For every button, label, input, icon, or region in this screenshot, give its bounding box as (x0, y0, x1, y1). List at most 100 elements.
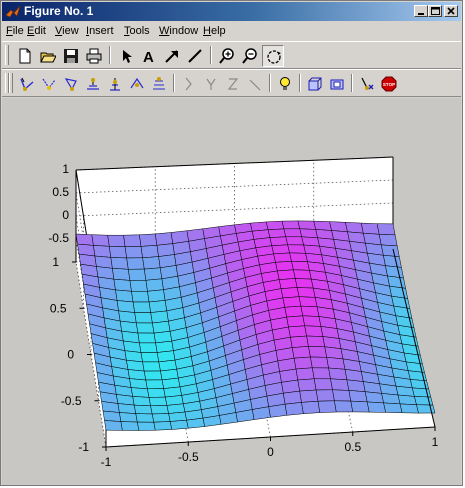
surface-patch (345, 222, 364, 234)
surface-patch (366, 401, 386, 413)
rotate-3d-button[interactable] (262, 45, 284, 67)
surface-patch (129, 378, 148, 390)
z-principal-axis-button[interactable] (222, 73, 244, 95)
surface-patch (265, 220, 285, 230)
open-file-button[interactable] (37, 45, 59, 67)
move-forward-back-button[interactable] (104, 73, 126, 95)
surface-patch (107, 234, 126, 247)
surface-patch (275, 261, 294, 272)
surface-patch (361, 222, 380, 235)
stop-camera-button[interactable]: STOP (378, 73, 400, 95)
z-axis-icon (227, 78, 239, 90)
surface-patch (120, 421, 140, 431)
diagonal-arrow-icon (165, 50, 178, 63)
y-tick-label: -0.5 (61, 394, 82, 408)
toolbar-grip[interactable] (5, 45, 9, 65)
orthographic-button[interactable] (326, 73, 348, 95)
menu-view[interactable]: View (55, 25, 79, 37)
surface-patch (297, 378, 317, 392)
rotate-3d-icon (267, 50, 281, 64)
menu-tools[interactable]: Tools (124, 25, 150, 37)
no-principal-axis-button[interactable] (244, 73, 266, 95)
surface-patch (168, 411, 187, 422)
surface-patch (278, 278, 298, 289)
zoom-in-button[interactable] (216, 45, 238, 67)
surface-plot[interactable]: -1 -0.5 0 0.5 1 -1 -0.5 0 0.5 1 -0.5 0 0.5 1 (2, 98, 461, 485)
orbit-light-button[interactable] (38, 73, 60, 95)
surface-patch (150, 310, 169, 324)
x-principal-axis-button[interactable] (178, 73, 200, 95)
surface-patch (306, 335, 326, 348)
surface-patch (280, 287, 300, 299)
text-a-icon: A (143, 49, 154, 64)
surface-patch (271, 244, 290, 255)
svg-text:A: A (143, 49, 154, 64)
move-camera-button[interactable] (126, 73, 148, 95)
menu-file[interactable]: File (6, 25, 24, 37)
surface-patch (397, 394, 417, 405)
surface-patch (289, 252, 308, 262)
figure-canvas[interactable]: -1 -0.5 0 0.5 1 -1 -0.5 0 0.5 1 -0.5 0 0.5 1 (2, 98, 461, 485)
menu-window[interactable]: Window (159, 25, 199, 37)
z-tick-label: -0.5 (48, 231, 69, 245)
surface-patch (315, 389, 335, 402)
zoom-out-button[interactable] (239, 45, 261, 67)
maximize-button[interactable] (428, 5, 442, 17)
menu-insert[interactable]: Insert (86, 25, 114, 37)
surface-patch (301, 236, 320, 247)
surface-patch (313, 220, 332, 231)
save-button[interactable] (60, 45, 82, 67)
surface-patch (140, 245, 159, 259)
surface-patch (328, 367, 348, 381)
surface-patch (330, 378, 350, 391)
y-principal-axis-button[interactable] (200, 73, 222, 95)
surface-patch (284, 402, 304, 416)
toggle-scene-light-button[interactable] (274, 73, 296, 95)
surface-patch (150, 405, 169, 415)
pan-tilt-button[interactable] (60, 73, 82, 95)
z-tick-label: 1 (62, 162, 69, 176)
new-figure-button[interactable] (14, 45, 36, 67)
reset-camera-button[interactable] (356, 73, 378, 95)
surface-patch (329, 221, 348, 233)
menu-help[interactable]: Help (203, 25, 226, 37)
surface-patch (308, 346, 327, 358)
surface-patch (299, 389, 319, 403)
surface-patch (145, 379, 164, 390)
surface-patch (310, 356, 329, 369)
move-horizontal-button[interactable] (82, 73, 104, 95)
grid-line (75, 261, 107, 448)
surface-patch (317, 400, 337, 413)
surface-patch (151, 413, 171, 423)
insert-line-button[interactable] (184, 45, 206, 67)
surface-patch (383, 402, 403, 414)
surface-patch (283, 390, 302, 405)
z-tick-label: 0.5 (52, 185, 69, 199)
menu-edit[interactable]: Edit (27, 25, 46, 37)
orbit-camera-icon (20, 77, 34, 91)
toggle-projection-button[interactable] (304, 73, 326, 95)
surface-patch (143, 370, 163, 381)
surface-patch (130, 387, 150, 398)
grid-line (75, 192, 107, 379)
insert-text-button[interactable]: A (138, 45, 160, 67)
save-disk-icon (64, 49, 78, 63)
surface-patch (127, 369, 147, 381)
surface-patch (137, 421, 156, 431)
insert-arrow-button[interactable] (161, 45, 183, 67)
tick-labels: -1 -0.5 0 0.5 1 -1 -0.5 0 0.5 1 -0.5 0 0.5 1 (48, 162, 438, 469)
roll-camera-button[interactable] (148, 73, 170, 95)
close-button[interactable] (444, 5, 458, 17)
surface-patch (324, 346, 344, 360)
toolbar-grip[interactable] (5, 73, 9, 93)
title-bar[interactable]: Figure No. 1 (2, 2, 461, 21)
surface-patch (300, 305, 320, 317)
surface-patch (123, 234, 142, 247)
edit-plot-button[interactable] (115, 45, 137, 67)
surface-patch (267, 228, 287, 238)
print-button[interactable] (83, 45, 105, 67)
surface-patch (142, 361, 161, 372)
minimize-button[interactable] (414, 5, 428, 17)
orbit-camera-button[interactable] (16, 73, 38, 95)
surface-patch (153, 421, 173, 431)
